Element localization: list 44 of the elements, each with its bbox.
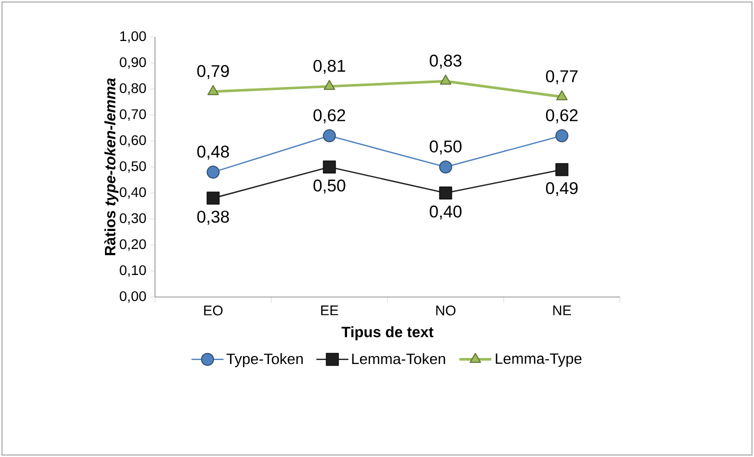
data-label: 0,62 <box>314 109 346 124</box>
y-tick-label: 0,70 <box>120 109 146 121</box>
point <box>324 80 336 90</box>
x-tick-label: NE <box>553 306 571 316</box>
data-label: 0,81 <box>314 60 346 74</box>
data-label: 0,38 <box>197 210 229 225</box>
legend-label: Lemma-Type <box>496 353 582 367</box>
data-label: 0,77 <box>546 70 578 84</box>
y-tick-label: 0,40 <box>120 187 146 199</box>
point <box>439 186 452 200</box>
data-label: 0,79 <box>197 65 229 80</box>
data-label: 0,48 <box>197 146 229 160</box>
point <box>206 166 220 179</box>
data-label: 0,40 <box>430 206 462 220</box>
point <box>555 163 568 176</box>
point <box>556 90 568 100</box>
point <box>555 129 568 142</box>
point <box>322 129 336 142</box>
x-tick-label: NO <box>436 306 456 316</box>
y-tick-label: 0,50 <box>120 161 146 173</box>
x-axis-title: Tipus de text <box>342 326 434 340</box>
data-label: 0,83 <box>430 54 462 69</box>
point <box>440 74 452 85</box>
data-label: 0,62 <box>546 109 578 124</box>
y-tick-label: 1,00 <box>120 31 146 43</box>
y-tick-label: 0,20 <box>120 239 146 251</box>
legend-label: Type-Token <box>226 353 303 368</box>
data-label: 0,50 <box>430 140 462 154</box>
point <box>207 85 219 96</box>
point <box>206 192 220 205</box>
x-tick-label: EO <box>204 306 223 316</box>
point <box>439 160 452 174</box>
y-tick-label: 0,90 <box>120 57 146 69</box>
legend-label: Lemma-Token <box>352 353 446 364</box>
y-axis-title: Ràtios type-token-lemma <box>104 78 118 256</box>
data-label: 0,50 <box>314 180 346 194</box>
point <box>322 160 336 174</box>
y-tick-label: 0,60 <box>120 135 146 147</box>
x-tick-label: EE <box>321 306 338 316</box>
data-label: 0,49 <box>546 182 578 196</box>
y-tick-label: 0,30 <box>120 213 146 225</box>
y-tick-label: 0,00 <box>120 291 146 303</box>
y-tick-label: 0,10 <box>120 265 146 277</box>
y-tick-label: 0,80 <box>120 83 146 95</box>
